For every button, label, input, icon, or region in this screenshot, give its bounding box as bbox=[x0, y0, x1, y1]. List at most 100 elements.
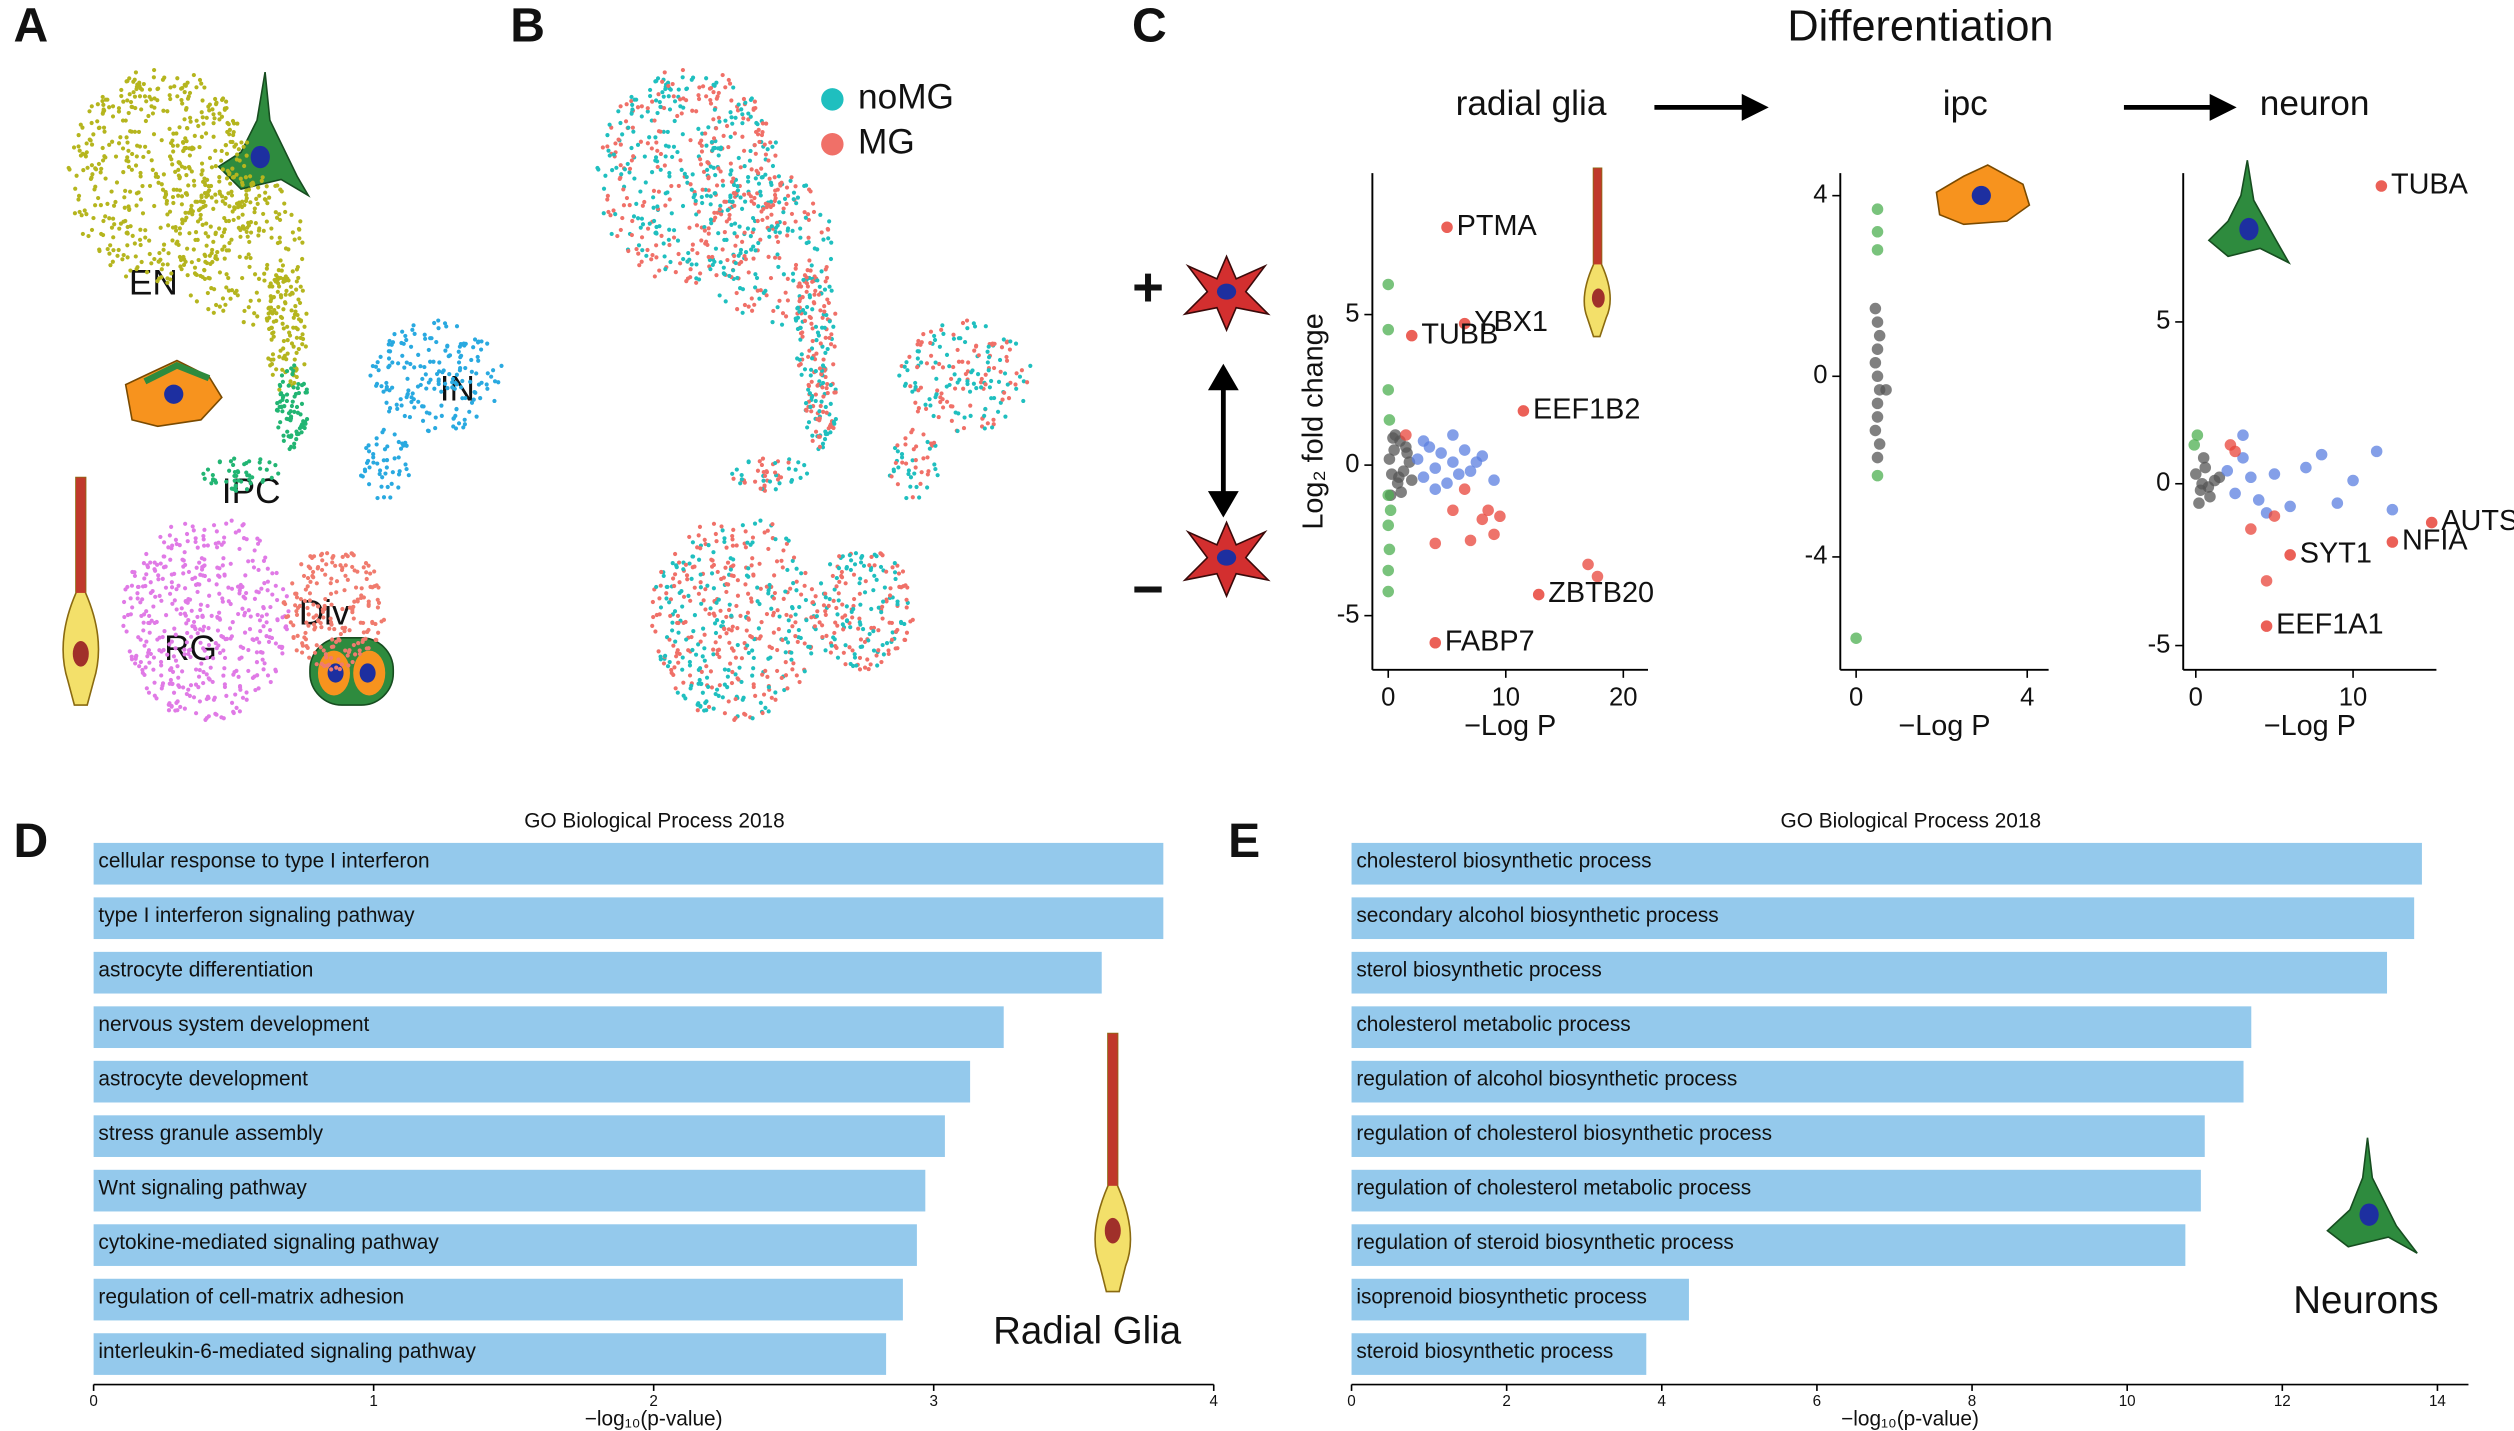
umap-dot bbox=[654, 255, 658, 259]
umap-dot bbox=[869, 662, 873, 666]
umap-dot bbox=[180, 102, 184, 106]
umap-dot bbox=[87, 109, 91, 113]
umap-dot bbox=[219, 159, 223, 163]
umap-dot bbox=[346, 578, 350, 582]
umap-dot bbox=[759, 587, 763, 591]
umap-dot bbox=[823, 351, 827, 355]
umap-dot bbox=[387, 356, 391, 360]
umap-dot bbox=[295, 613, 299, 617]
umap-dot bbox=[175, 664, 179, 668]
x-tick-label: 20 bbox=[1609, 683, 1638, 711]
umap-dot bbox=[90, 143, 94, 147]
umap-dot bbox=[103, 177, 107, 181]
umap-dot bbox=[448, 353, 452, 357]
umap-dot bbox=[282, 600, 286, 604]
umap-dot bbox=[250, 475, 254, 479]
umap-dot bbox=[324, 652, 328, 656]
umap-dot bbox=[77, 194, 81, 198]
umap-dot bbox=[767, 228, 771, 232]
umap-dot bbox=[974, 344, 978, 348]
umap-dot bbox=[132, 90, 136, 94]
umap-dot bbox=[655, 149, 659, 153]
umap-dot bbox=[732, 231, 736, 235]
umap-dot bbox=[737, 156, 741, 160]
umap-dot bbox=[409, 345, 413, 349]
umap-dot bbox=[734, 697, 738, 701]
umap-dot bbox=[133, 95, 137, 99]
umap-dot bbox=[330, 560, 334, 564]
x-tick-label: 12 bbox=[2274, 1393, 2291, 1410]
umap-dot bbox=[773, 591, 777, 595]
umap-dot bbox=[433, 426, 437, 430]
point bbox=[1465, 535, 1477, 547]
umap-dot bbox=[694, 109, 698, 113]
umap-dot bbox=[385, 444, 389, 448]
umap-dot bbox=[767, 235, 771, 239]
umap-dot bbox=[707, 232, 711, 236]
umap-dot bbox=[75, 174, 79, 178]
umap-dot bbox=[718, 683, 722, 687]
umap-dot bbox=[744, 250, 748, 254]
umap-dot bbox=[750, 309, 754, 313]
umap-dot bbox=[784, 291, 788, 295]
umap-dot bbox=[765, 216, 769, 220]
umap-dot bbox=[727, 699, 731, 703]
umap-dot bbox=[815, 247, 819, 251]
umap-dot bbox=[156, 573, 160, 577]
umap-dot bbox=[243, 573, 247, 577]
umap-dot bbox=[900, 452, 904, 456]
umap-dot bbox=[807, 420, 811, 424]
umap-dot bbox=[238, 158, 242, 162]
umap-dot bbox=[397, 440, 401, 444]
umap-dot bbox=[223, 257, 227, 261]
umap-dot bbox=[921, 432, 925, 436]
umap-dot bbox=[77, 133, 81, 137]
umap-dot bbox=[688, 599, 692, 603]
umap-dot bbox=[216, 628, 220, 632]
point bbox=[1880, 384, 1892, 396]
umap-dot bbox=[736, 578, 740, 582]
umap-dot bbox=[223, 656, 227, 660]
umap-dot bbox=[603, 174, 607, 178]
umap-dot bbox=[797, 680, 801, 684]
umap-dot bbox=[722, 576, 726, 580]
umap-dot bbox=[821, 238, 825, 242]
umap-dot bbox=[161, 109, 165, 113]
umap-dot bbox=[343, 574, 347, 578]
umap-dot bbox=[232, 457, 236, 461]
umap-dot bbox=[699, 682, 703, 686]
umap-dot bbox=[450, 385, 454, 389]
umap-dot bbox=[787, 539, 791, 543]
umap-dot bbox=[198, 641, 202, 645]
umap-dot bbox=[926, 472, 930, 476]
umap-dot bbox=[818, 213, 822, 217]
umap-dot bbox=[238, 228, 242, 232]
umap-dot bbox=[726, 208, 730, 212]
umap-dot bbox=[267, 306, 271, 310]
umap-dot bbox=[983, 407, 987, 411]
umap-dot bbox=[694, 653, 698, 657]
umap-dot bbox=[177, 243, 181, 247]
umap-dot bbox=[711, 117, 715, 121]
point bbox=[1582, 559, 1594, 571]
umap-dot bbox=[757, 297, 761, 301]
umap-dot bbox=[184, 216, 188, 220]
umap-dot bbox=[676, 648, 680, 652]
umap-dot bbox=[729, 115, 733, 119]
umap-dot bbox=[300, 383, 304, 387]
umap-dot bbox=[788, 179, 792, 183]
umap-dot bbox=[673, 572, 677, 576]
umap-dot bbox=[610, 168, 614, 172]
umap-dot bbox=[911, 495, 915, 499]
umap-dot bbox=[240, 276, 244, 280]
umap-dot bbox=[162, 648, 166, 652]
umap-dot bbox=[195, 615, 199, 619]
umap-dot bbox=[746, 566, 750, 570]
umap-dot bbox=[825, 386, 829, 390]
umap-dot bbox=[151, 668, 155, 672]
umap-dot bbox=[229, 636, 233, 640]
umap-dot bbox=[436, 318, 440, 322]
umap-dot bbox=[616, 138, 620, 142]
umap-dot bbox=[804, 618, 808, 622]
umap-dot bbox=[455, 324, 459, 328]
